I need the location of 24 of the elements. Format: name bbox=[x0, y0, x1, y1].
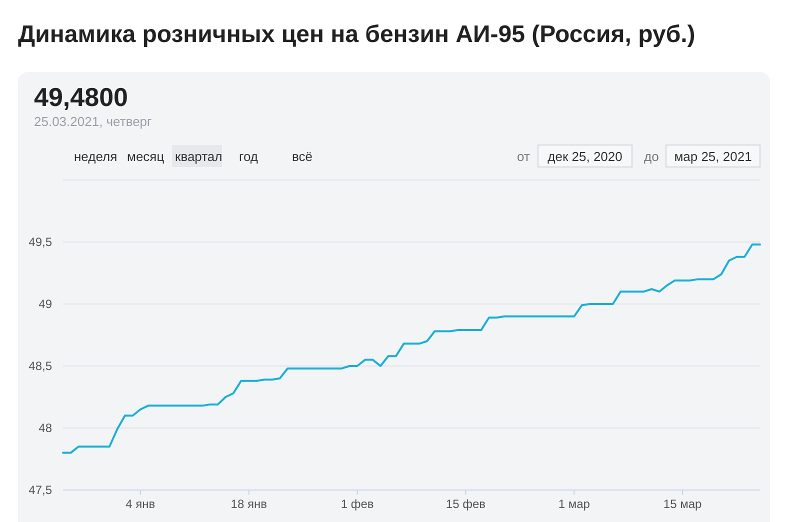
x-tick-label: 1 мар bbox=[558, 497, 590, 511]
line-series bbox=[62, 243, 761, 454]
text: квартал bbox=[175, 149, 222, 164]
y-tick-label: 48,5 bbox=[28, 359, 52, 373]
text: всё bbox=[292, 149, 312, 164]
text: мар 25, 2021 bbox=[674, 149, 752, 164]
x-tick-label: 4 янв bbox=[126, 497, 156, 511]
x-tick-label: 15 мар bbox=[663, 497, 702, 511]
y-tick-label: 49 bbox=[38, 297, 52, 311]
text: до bbox=[644, 149, 659, 164]
text: месяц bbox=[127, 149, 165, 164]
text: год bbox=[239, 149, 258, 164]
text: от bbox=[517, 149, 530, 164]
x-tick-label: 15 фев bbox=[446, 497, 486, 511]
text: 49,4800 bbox=[34, 82, 128, 112]
y-tick-label: 48 bbox=[38, 421, 52, 435]
text: неделя bbox=[74, 149, 118, 164]
x-tick-label: 18 янв bbox=[230, 497, 267, 511]
chart-title: Динамика розничных цен на бензин АИ-95 (Россия, руб.) bbox=[18, 21, 696, 48]
text: дек 25, 2020 bbox=[548, 149, 622, 164]
y-tick-label: 49,5 bbox=[28, 235, 52, 249]
y-tick-label: 47,5 bbox=[28, 483, 52, 497]
x-tick-label: 1 фев bbox=[340, 497, 374, 511]
text: 25.03.2021, четверг bbox=[34, 114, 152, 129]
